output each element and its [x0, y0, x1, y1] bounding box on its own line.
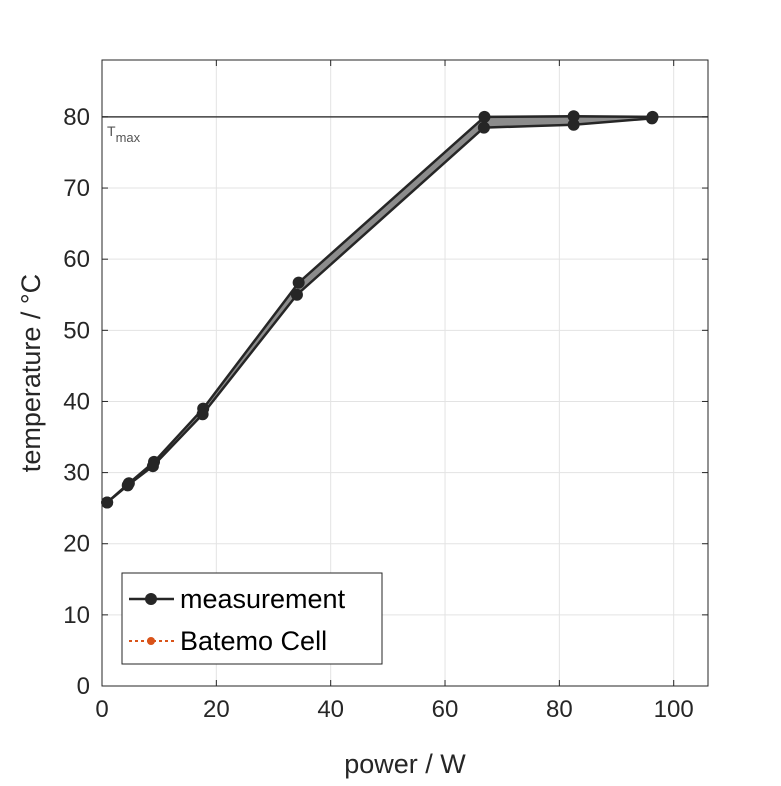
legend-swatch-marker	[145, 593, 157, 605]
x-tick-label: 0	[95, 696, 108, 723]
tmax-label-subscript: max	[116, 130, 141, 145]
series	[101, 110, 659, 509]
measurement-lower-point	[121, 479, 134, 492]
legend-label: measurement	[180, 584, 346, 614]
tmax-label: Tmax	[107, 123, 141, 145]
x-axis-label: power / W	[344, 749, 466, 779]
legend-swatch-marker	[147, 637, 155, 645]
measurement-upper-point	[292, 276, 305, 289]
y-tick-label: 50	[63, 317, 90, 344]
ticks: 0 20 40 60 80 100 0 10 20 30 40 50 60 70 80	[63, 60, 708, 723]
y-axis-label: temperature / °C	[16, 274, 46, 472]
x-tick-label: 20	[203, 696, 230, 723]
y-tick-label: 20	[63, 531, 90, 558]
measurement-lower-point	[645, 112, 658, 125]
y-tick-label: 30	[63, 460, 90, 487]
measurement-upper-point	[567, 110, 580, 123]
legend-label: Batemo Cell	[180, 626, 327, 656]
y-tick-label: 60	[63, 246, 90, 273]
measurement-lower-point	[567, 118, 580, 131]
plot-frame	[101, 59, 709, 687]
measurement-lower-point	[196, 408, 209, 421]
tmax-label-main: T	[107, 123, 116, 139]
legend-box	[121, 572, 383, 665]
measurement-lower-point	[146, 460, 159, 473]
measurement-lower-point	[290, 288, 303, 301]
y-tick-label: 40	[63, 388, 90, 415]
y-tick-label: 10	[63, 602, 90, 629]
y-tick-label: 70	[63, 175, 90, 202]
x-tick-label: 40	[317, 696, 344, 723]
x-tick-label: 60	[432, 696, 459, 723]
measurement-lower-point	[101, 496, 114, 509]
x-tick-label: 80	[546, 696, 573, 723]
x-tick-label: 100	[654, 696, 694, 723]
measurement-lower-point	[477, 121, 490, 134]
y-tick-label: 80	[63, 104, 90, 131]
legend: measurement Batemo Cell	[121, 572, 383, 665]
measurement-upper-point	[478, 110, 491, 123]
y-tick-label: 0	[77, 673, 90, 700]
